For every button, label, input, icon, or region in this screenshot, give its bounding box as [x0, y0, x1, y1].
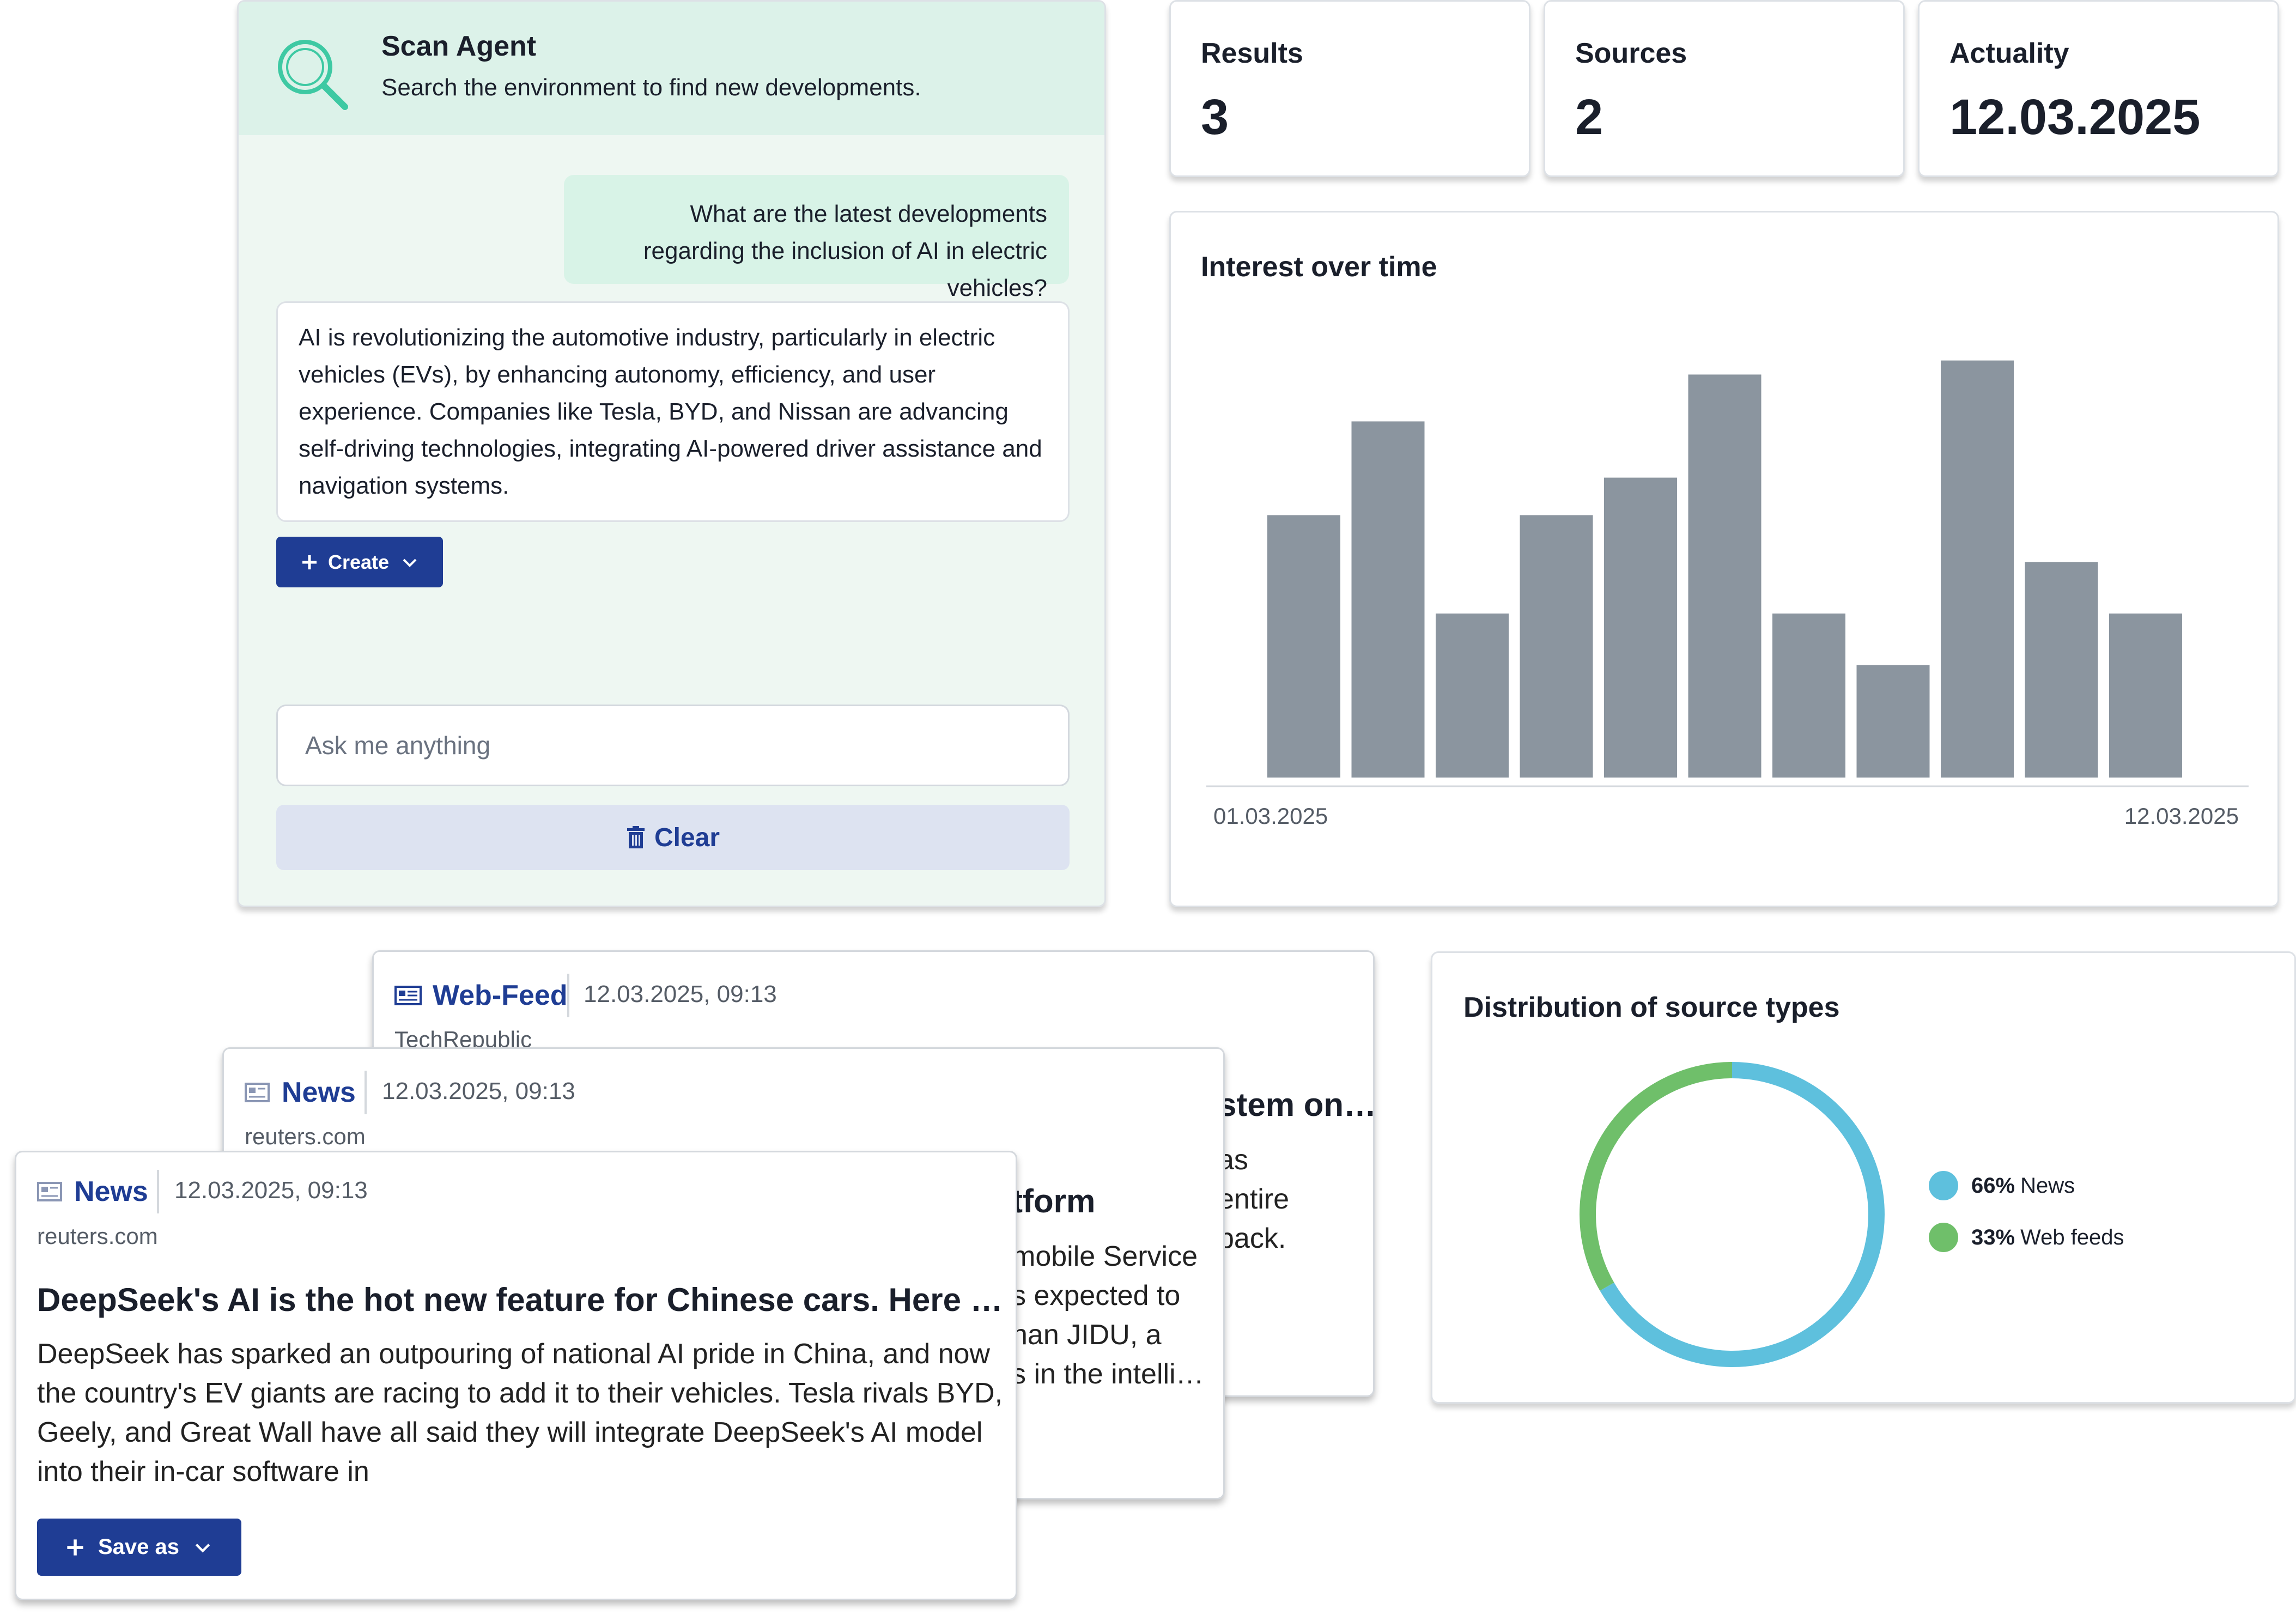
card-body: DeepSeek has sparked an outpouring of na… — [37, 1338, 1003, 1487]
agent-title: Scan Agent — [381, 31, 537, 62]
chart-bar-1 — [1267, 515, 1340, 778]
clear-button-label: Clear — [654, 823, 720, 852]
legend-webfeeds-percent: 33% — [1971, 1225, 2015, 1249]
chart-bar-5 — [1604, 477, 1677, 778]
card-title[interactable]: DeepSeek's AI is the hot new feature for… — [37, 1282, 1017, 1318]
chevron-down-icon — [195, 1543, 210, 1552]
chart-bar-9 — [1941, 360, 2014, 778]
chart-bar-10 — [2025, 562, 2098, 778]
agent-subtitle: Search the environment to find new devel… — [381, 74, 921, 101]
card-title: stem on… — [1218, 1086, 1375, 1123]
plus-icon — [67, 1539, 83, 1556]
newspaper-icon — [394, 986, 422, 1005]
newspaper-icon — [245, 1083, 270, 1102]
search-icon — [278, 40, 348, 110]
results-label: Results — [1201, 38, 1303, 69]
actuality-stat-card: Actuality 12.03.2025 — [1918, 0, 2279, 177]
create-button[interactable]: Create — [276, 537, 443, 587]
interest-chart-panel: 01.03.2025 12.03.2025 Interest over time — [1169, 211, 2279, 907]
chart-bar-3 — [1436, 614, 1509, 778]
source-distribution-panel: Distribution of source types 66% News 33… — [1431, 951, 2296, 1404]
card-time: 12.03.2025, 09:13 — [174, 1177, 368, 1204]
legend-news: 66% News — [1929, 1171, 2075, 1200]
create-button-label: Create — [328, 550, 390, 573]
card-type: Web-Feed — [394, 979, 568, 1012]
donut-chart — [1580, 1062, 1885, 1367]
result-card-news-front[interactable]: News 12.03.2025, 09:13 reuters.com DeepS… — [15, 1151, 1017, 1600]
chart-bar-6 — [1688, 374, 1762, 778]
card-type: News — [245, 1076, 356, 1109]
card-time: 12.03.2025, 09:13 — [584, 981, 777, 1007]
results-stat-card: Results 3 — [1169, 0, 1530, 177]
user-question-bubble: What are the latest developments regardi… — [564, 175, 1069, 301]
chart-bar-4 — [1520, 515, 1593, 778]
chart-bar-8 — [1856, 665, 1930, 778]
card-source: reuters.com — [245, 1124, 366, 1149]
clear-button[interactable]: Clear — [276, 805, 1070, 870]
interest-chart: 01.03.2025 12.03.2025 — [1206, 360, 2249, 829]
ask-input[interactable]: Ask me anything — [276, 705, 1070, 786]
chart-bar-7 — [1772, 614, 1845, 778]
chart-bar-11 — [2109, 614, 2182, 778]
sources-label: Sources — [1575, 38, 1687, 69]
divider — [567, 974, 569, 1017]
sources-value: 2 — [1575, 89, 1603, 145]
results-value: 3 — [1201, 89, 1229, 145]
card-time: 12.03.2025, 09:13 — [382, 1078, 575, 1104]
trash-icon — [627, 826, 645, 848]
actuality-label: Actuality — [1949, 38, 2069, 69]
divider — [157, 1170, 159, 1213]
scan-agent-header: Scan Agent Search the environment to fin… — [239, 2, 1104, 135]
legend-webfeeds-label: Web feeds — [2020, 1225, 2124, 1249]
scan-agent-panel: Scan Agent Search the environment to fin… — [237, 0, 1106, 907]
actuality-value: 12.03.2025 — [1949, 89, 2201, 145]
legend-news-percent: 66% — [1971, 1173, 2015, 1198]
x-end-label: 12.03.2025 — [2124, 803, 2239, 829]
webfeed-dot-icon — [1929, 1223, 1958, 1252]
x-start-label: 01.03.2025 — [1213, 803, 1328, 829]
card-body: as entire back. — [1218, 1144, 1290, 1254]
news-dot-icon — [1929, 1171, 1958, 1200]
chart-bar-2 — [1351, 421, 1425, 778]
card-type: News — [37, 1175, 148, 1208]
plus-icon — [302, 555, 317, 569]
card-title: tform — [1012, 1183, 1096, 1219]
card-source: reuters.com — [37, 1223, 158, 1249]
chevron-down-icon — [403, 558, 417, 567]
donut-segment-web-feeds — [1580, 1062, 1885, 1367]
newspaper-icon — [37, 1182, 62, 1201]
sources-stat-card: Sources 2 — [1544, 0, 1905, 177]
legend-webfeeds: 33% Web feeds — [1929, 1223, 2124, 1252]
chart-title: Interest over time — [1201, 251, 1437, 283]
legend-news-label: News — [2020, 1173, 2075, 1198]
card-body: mobile Service s expected to han JIDU, a… — [1012, 1241, 1204, 1390]
save-as-button[interactable]: Save as — [37, 1519, 241, 1576]
agent-answer-bubble: AI is revolutionizing the automotive ind… — [276, 301, 1070, 522]
divider — [365, 1071, 367, 1114]
donut-title: Distribution of source types — [1463, 992, 1840, 1023]
save-as-label: Save as — [98, 1535, 180, 1559]
